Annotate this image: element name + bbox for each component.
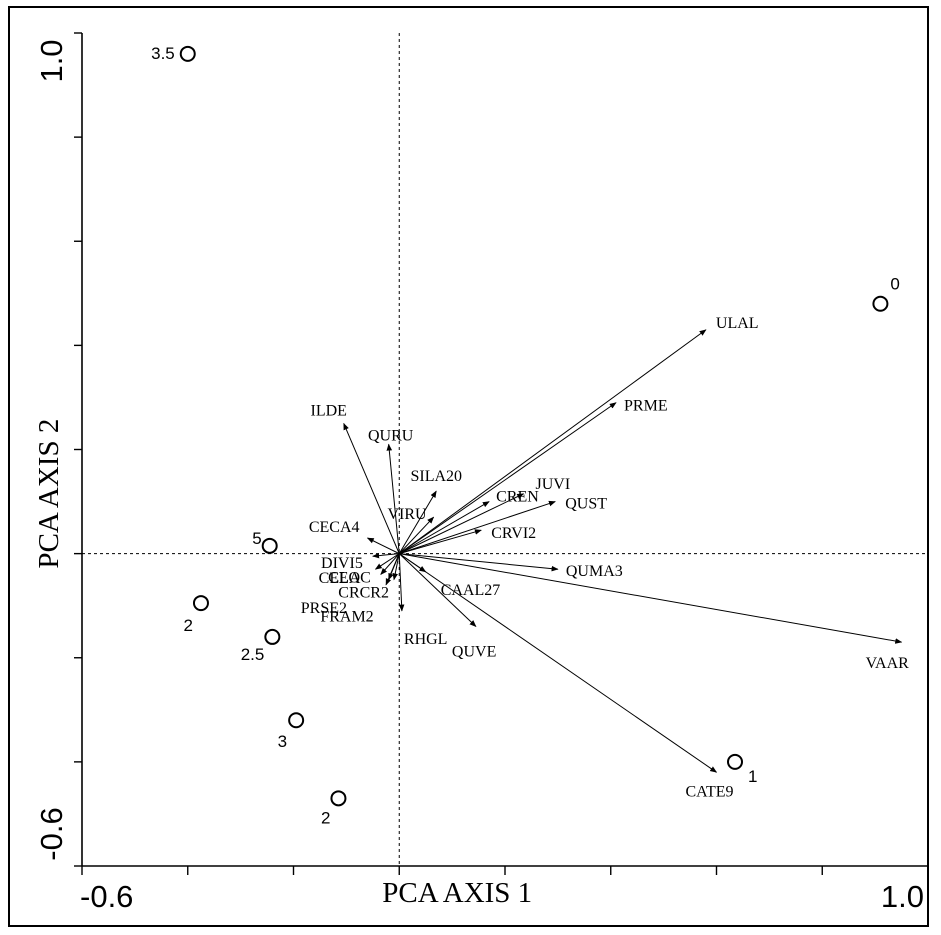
species-vector-juvi xyxy=(399,493,525,555)
species-vector-qust xyxy=(399,500,556,555)
x-tick-label: -0.6 xyxy=(80,879,133,914)
site-point xyxy=(330,790,347,807)
species-label-caal27: CAAL27 xyxy=(441,582,501,599)
species-vector-sila20 xyxy=(398,490,437,554)
species-vector-quru xyxy=(386,443,400,554)
species-label-ilde: ILDE xyxy=(311,402,347,419)
species-label-quve: QUVE xyxy=(452,644,496,661)
plot-frame xyxy=(8,6,929,927)
species-label-cren: CREN xyxy=(496,489,539,506)
species-label-ceoc: CEOC xyxy=(328,569,371,586)
y-tick-label: 1.0 xyxy=(34,39,69,82)
site-label: 3 xyxy=(278,732,287,751)
species-label-sila20: SILA20 xyxy=(410,468,462,485)
site-label: 3.5 xyxy=(151,44,175,63)
species-vector-ceca4 xyxy=(366,537,400,555)
site-point xyxy=(179,45,196,62)
species-label-prme: PRME xyxy=(624,398,668,415)
species-vector-cren xyxy=(398,501,490,555)
species-label-quru: QURU xyxy=(368,427,414,444)
species-vector-fram2 xyxy=(388,553,400,581)
species-vector-vaar xyxy=(399,553,903,644)
y-axis-title: PCA AXIS 2 xyxy=(33,419,65,569)
species-vector-ilde xyxy=(343,422,400,554)
species-vector-quma3 xyxy=(399,553,559,572)
species-vector-ceoc xyxy=(380,553,400,575)
species-label-prse2: PRSE2 xyxy=(301,600,347,617)
species-vector-cela xyxy=(374,553,400,570)
species-vector-crcr2 xyxy=(392,553,400,581)
species-label-cate9: CATE9 xyxy=(686,783,734,800)
species-label-rhgl: RHGL xyxy=(404,631,448,648)
species-vector-prme xyxy=(398,402,617,555)
site-point xyxy=(872,295,889,312)
site-point xyxy=(264,628,281,645)
site-label: 2 xyxy=(184,616,193,635)
site-label: 5 xyxy=(252,529,261,548)
site-point xyxy=(727,753,744,770)
y-tick-label: -0.6 xyxy=(34,807,69,860)
species-label-quma3: QUMA3 xyxy=(566,563,623,580)
species-label-divi5: DIVI5 xyxy=(321,555,363,572)
species-label-juvi: JUVI xyxy=(536,476,571,493)
species-vector-crvi2 xyxy=(399,529,482,555)
site-point xyxy=(261,537,278,554)
species-label-vaar: VAAR xyxy=(866,655,910,672)
labels-group: ULAL PRME ILDE QURU SILA20 JUVI VIRU CREN QUST CR… xyxy=(151,44,909,827)
species-vector-quve xyxy=(398,553,477,627)
site-label: 1 xyxy=(748,767,757,786)
x-axis-title: PCA AXIS 1 xyxy=(382,877,532,909)
reference-lines-group xyxy=(82,33,928,866)
site-point xyxy=(288,712,305,729)
site-label: 2.5 xyxy=(241,645,265,664)
site-label: 2 xyxy=(321,808,330,827)
species-label-fram2: FRAM2 xyxy=(320,609,373,626)
species-label-viru: VIRU xyxy=(388,506,428,523)
species-label-crvi2: CRVI2 xyxy=(491,525,536,542)
species-vector-rhgl xyxy=(398,553,405,612)
species-label-ulal: ULAL xyxy=(716,315,759,332)
species-vector-cate9 xyxy=(398,553,718,773)
species-label-ceca4: CECA4 xyxy=(309,519,360,536)
species-label-qust: QUST xyxy=(565,496,607,513)
x-tick-label: 1.0 xyxy=(881,879,924,914)
species-vector-ulal xyxy=(398,329,707,555)
species-label-cela: CELA xyxy=(319,570,361,587)
axes-group: -0.6 1.0 -0.6 1.0 PCA AXIS 1 PCA AXIS 2 xyxy=(33,32,929,914)
species-vector-divi5 xyxy=(372,552,400,559)
sites-group xyxy=(179,45,889,807)
site-point xyxy=(192,595,209,612)
species-label-crcr2: CRCR2 xyxy=(338,585,389,602)
species-vectors-group xyxy=(343,329,903,773)
site-label: 0 xyxy=(890,275,899,294)
species-vector-viru xyxy=(398,516,435,554)
